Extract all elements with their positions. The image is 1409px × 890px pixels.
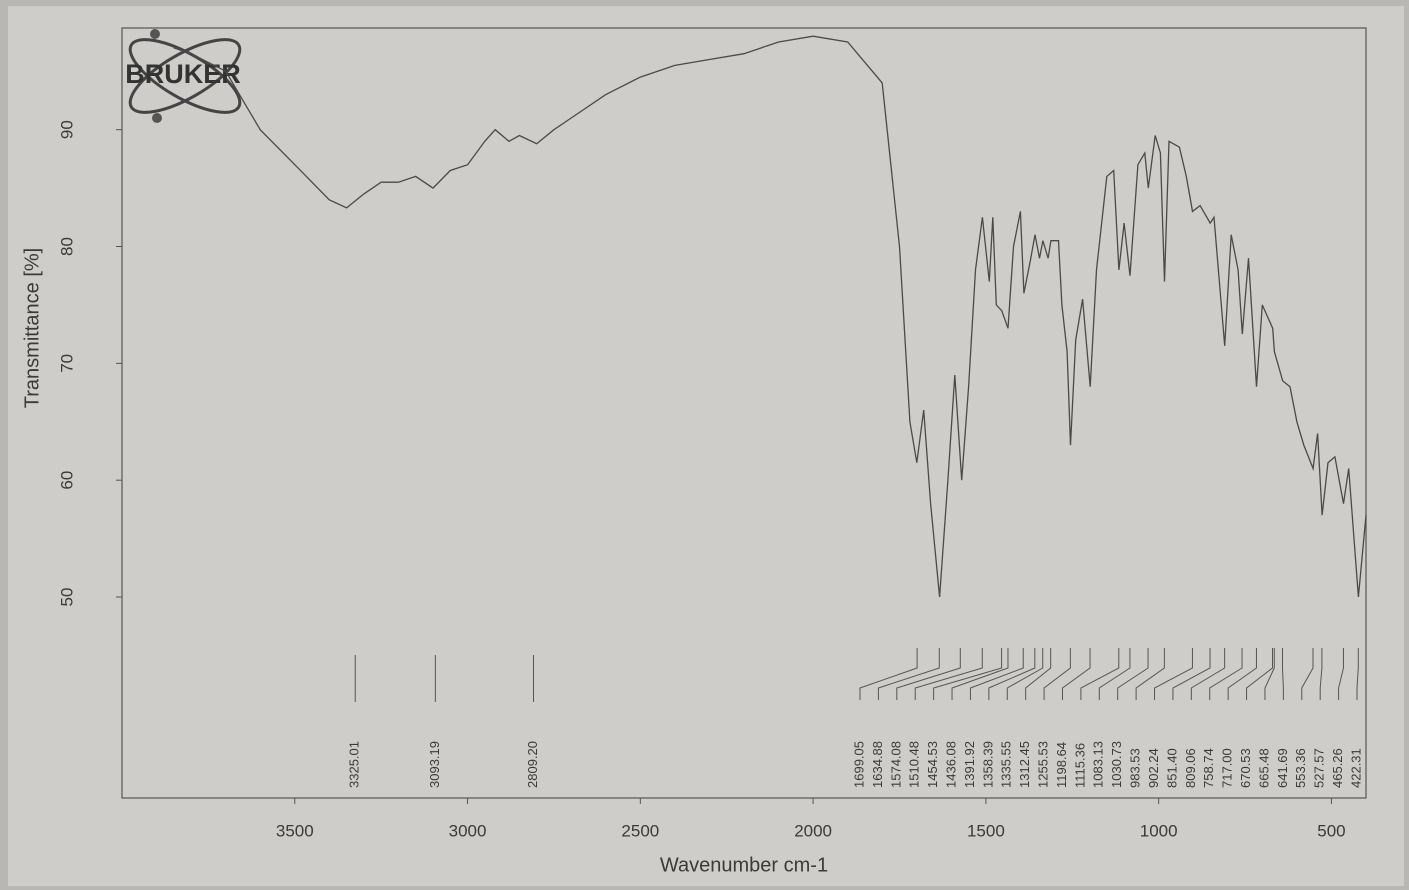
peak-line xyxy=(988,648,1036,700)
x-tick-label: 1500 xyxy=(967,821,1005,840)
peak-label: 1634.88 xyxy=(870,741,885,788)
peak-line xyxy=(1154,648,1193,700)
peak-label: 1115.36 xyxy=(1072,743,1087,788)
peak-label: 465.26 xyxy=(1330,748,1345,788)
peak-line xyxy=(1264,648,1275,700)
plot-frame xyxy=(121,27,1367,799)
peak-label: 553.36 xyxy=(1293,748,1308,788)
x-tick-label: 1000 xyxy=(1140,821,1178,840)
peak-line xyxy=(1356,648,1359,700)
peak-line xyxy=(1281,648,1284,700)
peak-label: 641.69 xyxy=(1275,748,1290,788)
peak-label: 422.31 xyxy=(1348,748,1363,788)
peak-line xyxy=(1061,648,1091,700)
peak-label: 1358.39 xyxy=(980,741,995,788)
peak-line xyxy=(1135,648,1165,700)
peak-line xyxy=(969,648,1024,700)
x-tick-label: 3500 xyxy=(276,821,314,840)
peak-line xyxy=(1117,648,1149,700)
peak-line xyxy=(896,648,961,700)
peak-label: 2809.20 xyxy=(525,741,540,788)
x-tick-label: 2500 xyxy=(621,821,659,840)
x-tick-label: 500 xyxy=(1317,821,1345,840)
peak-label: 1391.92 xyxy=(962,741,977,788)
peak-line xyxy=(1246,648,1274,700)
peak-label: 1699.05 xyxy=(851,741,866,788)
peak-label: 983.53 xyxy=(1128,748,1143,788)
peak-line xyxy=(1209,648,1243,700)
y-axis-label: Transmittance [%] xyxy=(21,248,43,408)
y-tick-label: 60 xyxy=(57,471,76,490)
peak-line xyxy=(859,648,918,700)
peak-label: 1030.73 xyxy=(1109,741,1124,788)
peak-label: 1083.13 xyxy=(1091,741,1106,788)
peak-label: 902.24 xyxy=(1146,748,1161,788)
peak-line xyxy=(1338,648,1344,700)
y-tick-label: 50 xyxy=(57,588,76,607)
peak-label: 1574.08 xyxy=(888,741,903,788)
x-tick-label: 2000 xyxy=(794,821,832,840)
peak-label: 717.00 xyxy=(1220,748,1235,788)
peak-label: 670.53 xyxy=(1238,748,1253,788)
peak-line xyxy=(1080,648,1120,700)
peak-label: 3325.01 xyxy=(347,741,362,788)
peak-label: 1335.55 xyxy=(999,741,1014,788)
y-tick-label: 90 xyxy=(57,120,76,139)
peak-line xyxy=(1227,648,1257,700)
x-axis-label: Wavenumber cm-1 xyxy=(660,854,828,876)
peak-line xyxy=(1006,648,1044,700)
peak-line xyxy=(1043,648,1071,700)
peak-line xyxy=(951,648,1009,700)
peak-label: 809.06 xyxy=(1183,748,1198,788)
peak-label: 1454.53 xyxy=(925,741,940,788)
peak-line xyxy=(933,648,1003,700)
peak-label: 665.48 xyxy=(1256,748,1271,788)
x-tick-label: 3000 xyxy=(449,821,487,840)
peak-line xyxy=(1319,648,1323,700)
logo-text: BRUKER xyxy=(125,59,241,89)
peak-line xyxy=(1172,648,1211,700)
paper xyxy=(8,6,1404,886)
peak-label: 1436.08 xyxy=(943,741,958,788)
peak-label: 1198.64 xyxy=(1054,742,1069,788)
y-tick-label: 70 xyxy=(57,354,76,373)
peak-line xyxy=(1301,648,1314,700)
peak-label: 1255.53 xyxy=(1036,741,1051,788)
peak-line xyxy=(1190,648,1226,700)
peak-label: 527.57 xyxy=(1312,748,1327,788)
peak-line xyxy=(1098,648,1131,700)
peak-line xyxy=(914,648,983,700)
peak-line xyxy=(877,648,940,700)
peak-label: 1312.45 xyxy=(1017,741,1032,788)
peak-label: 851.40 xyxy=(1164,748,1179,788)
peak-label: 1510.48 xyxy=(907,741,922,788)
logo: BRUKER xyxy=(125,29,242,123)
peak-label: 758.74 xyxy=(1201,748,1216,788)
spectrum xyxy=(173,35,1367,598)
peak-line xyxy=(1025,648,1052,700)
y-tick-label: 80 xyxy=(57,237,76,256)
peak-label: 3093.19 xyxy=(427,741,442,788)
